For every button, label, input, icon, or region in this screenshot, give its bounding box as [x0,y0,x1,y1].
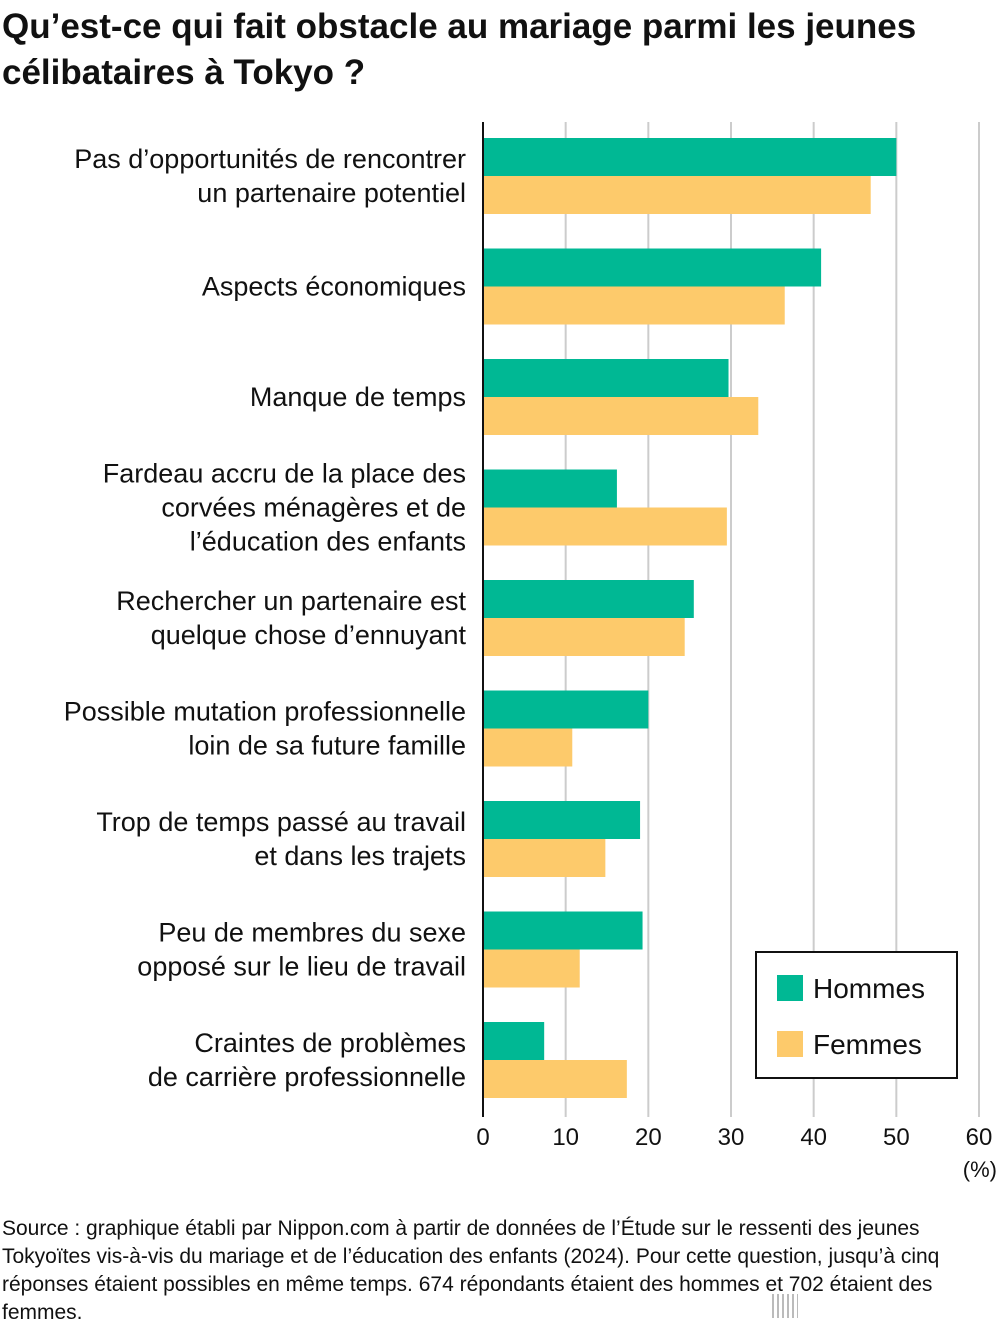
bar-hommes [483,138,897,176]
x-tick-label: 40 [800,1124,827,1151]
category-label: Aspects économiques [202,272,466,302]
category-label: opposé sur le lieu de travail [137,952,466,982]
category-label: Trop de temps passé au travail [96,807,466,837]
bar-femmes [483,176,871,214]
chart-title: Qu’est-ce qui fait obstacle au mariage p… [2,7,917,92]
category-label: quelque chose d’ennuyant [151,620,467,650]
bar-femmes [483,507,727,546]
logo-icon [772,1294,798,1318]
category-label: Craintes de problèmes [194,1028,466,1058]
x-tick-label: 60 [966,1124,993,1151]
bar-femmes [483,286,785,325]
legend-swatch-hommes [777,975,803,1001]
bar-hommes [483,469,617,508]
category-label: Fardeau accru de la place des [103,459,466,489]
category-label: de carrière professionnelle [148,1062,466,1092]
bar-hommes [483,248,822,287]
bar-femmes [483,618,685,656]
nippon-logo: nippon.com [772,1286,1000,1328]
bar-femmes [483,728,573,767]
category-label: l’éducation des enfants [190,527,466,557]
category-label: et dans les trajets [254,841,466,871]
x-tick-label: 30 [718,1124,745,1151]
category-label: Peu de membres du sexe [158,918,466,948]
category-label: Rechercher un partenaire est [116,586,466,616]
source-note: Source : graphique établi par Nippon.com… [2,1217,940,1324]
category-label: Manque de temps [250,382,466,412]
x-axis-label: (%) [963,1157,997,1182]
legend-label: Hommes [813,973,925,1004]
category-label: loin de sa future famille [188,731,466,761]
bar-femmes [483,1060,627,1098]
bar-hommes [483,690,649,729]
bar-chart: 0 10 20 30 40 50 60 (%) Pas d’opportunités de re… [64,122,997,1182]
category-label: corvées ménagères et de [161,493,466,523]
x-tick-label: 50 [883,1124,910,1151]
bar-hommes [483,580,694,618]
category-label: un partenaire potentiel [197,178,466,208]
x-tick-label: 10 [552,1124,579,1151]
legend-swatch-femmes [777,1031,803,1057]
x-tick-label: 0 [476,1124,489,1151]
bar-femmes [483,949,580,988]
category-label: Pas d’opportunités de rencontrer [74,144,466,174]
bar-femmes [483,397,759,435]
bar-hommes [483,359,729,397]
x-tick-label: 20 [635,1124,662,1151]
bar-femmes [483,839,606,877]
category-label: Possible mutation professionnelle [64,697,466,727]
bar-hommes [483,1022,545,1060]
legend-label: Femmes [813,1029,922,1060]
bar-hommes [483,801,641,839]
bar-hommes [483,911,643,950]
